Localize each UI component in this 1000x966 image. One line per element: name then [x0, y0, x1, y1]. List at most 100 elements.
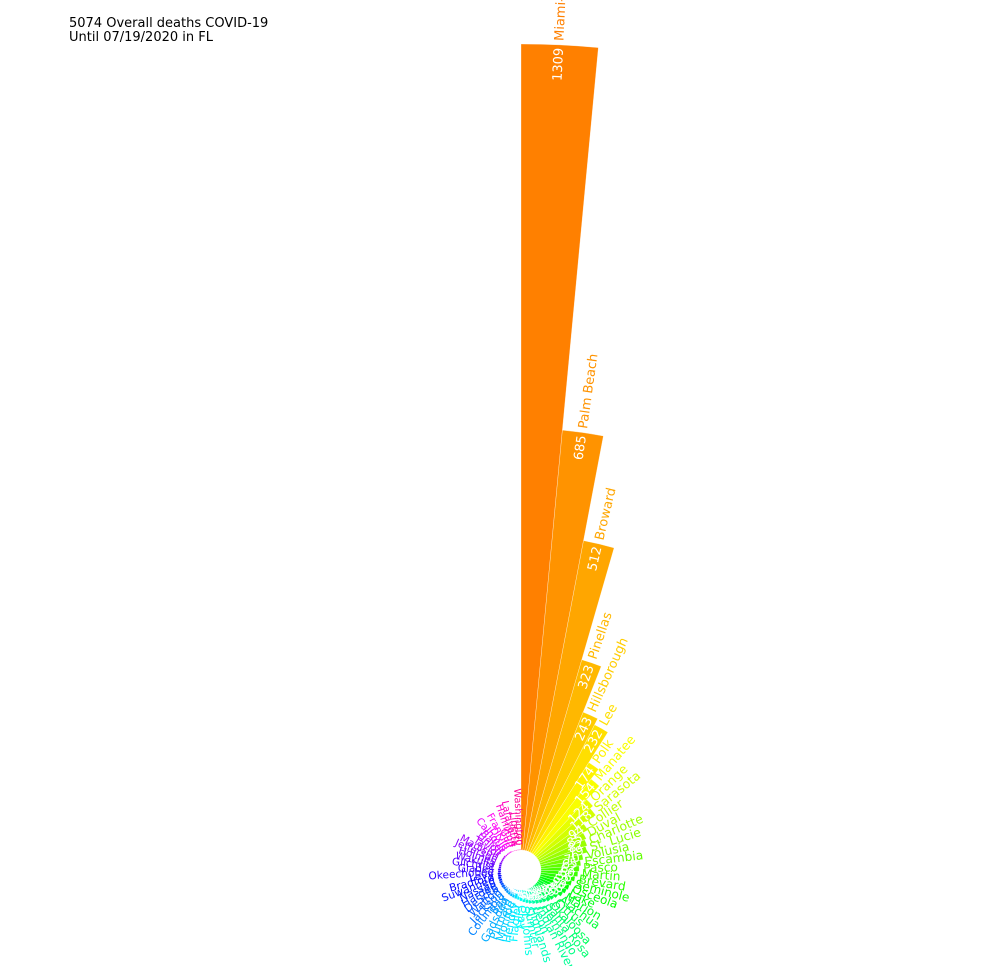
bar-clay	[519, 889, 523, 902]
value-label-gadsden: 12	[504, 876, 522, 894]
bar-levy	[497, 872, 502, 876]
bar-lake	[538, 877, 567, 894]
bar-marion	[537, 879, 564, 897]
category-label-liberty: Liberty	[507, 811, 523, 846]
category-label-st-johns: St. Johns	[518, 905, 537, 956]
value-label-marion: 45	[543, 879, 563, 899]
bar-franklin	[509, 850, 513, 854]
value-label-pasco: 62	[560, 861, 576, 875]
bar-sumter	[523, 889, 529, 904]
value-label-seminole: 52	[552, 871, 570, 888]
value-label-broward: 512	[585, 545, 605, 572]
category-label-glades: Glades	[458, 863, 494, 876]
category-label-pasco: Pasco	[583, 860, 618, 875]
value-label-martin: 60	[559, 865, 575, 880]
bar-alachua	[536, 880, 559, 899]
bar-monroe	[511, 888, 517, 899]
value-label-hernando: 30	[527, 883, 547, 903]
bar-citrus	[535, 882, 555, 901]
bar-orange	[534, 799, 594, 857]
category-label-martin: Martin	[581, 867, 621, 884]
bar-walton	[500, 882, 507, 889]
bar-manatee	[532, 778, 600, 856]
value-label-suwannee: 7	[499, 868, 510, 883]
value-label-duval: 85	[564, 830, 585, 851]
bar-pinellas	[526, 659, 602, 852]
value-label-bay: 11	[502, 874, 520, 893]
bar-leon	[527, 888, 536, 905]
value-label-lake: 48	[546, 877, 566, 896]
value-label-collier: 94	[565, 821, 587, 842]
category-label-palm-beach: Palm Beach	[576, 353, 601, 430]
bar-hernando	[530, 886, 544, 904]
value-label-hendry: 15	[509, 880, 524, 897]
bar-lee	[529, 724, 609, 854]
bar-pasco	[540, 865, 580, 872]
value-label-sumter: 22	[518, 884, 534, 901]
bar-brevard	[540, 872, 576, 882]
category-label-miami-dade: Miami-Dade	[552, 0, 571, 41]
value-label-miami-dade: 1309	[551, 48, 568, 82]
bar-hendry	[514, 889, 519, 900]
chart-title: 5074 Overall deaths COVID-19	[69, 16, 269, 31]
category-label-flagler: Flagler	[507, 903, 524, 943]
bar-indian-river	[528, 887, 540, 905]
bar-volusia	[540, 853, 584, 867]
value-label-escambia: 65	[561, 856, 578, 872]
bar-charlotte	[538, 839, 588, 864]
value-label-union: 3	[503, 854, 515, 867]
bar-hillsborough	[528, 711, 598, 853]
value-label-washington: 1	[514, 852, 525, 859]
bar-highlands	[525, 888, 533, 905]
value-label-dixie: 2	[506, 852, 519, 864]
bar-suwannee	[497, 875, 503, 880]
category-label-gilchrist: Gilchrist	[451, 856, 495, 873]
bar-palm-beach	[522, 429, 604, 851]
value-label-nassau: 7	[499, 870, 511, 885]
value-label-wakulla: 4	[501, 860, 510, 873]
value-label-levy: 6	[500, 866, 509, 879]
category-label-escambia: Escambia	[584, 848, 644, 869]
bar-polk	[531, 762, 599, 855]
bar-liberty	[516, 849, 520, 851]
bar-glades	[497, 868, 502, 871]
bar-collier	[536, 823, 589, 860]
bar-osceola	[539, 875, 570, 890]
bar-gadsden	[507, 887, 514, 896]
value-label-holmes: 4	[501, 858, 511, 871]
value-label-madison: 3	[502, 856, 513, 870]
bar-martin	[540, 870, 579, 877]
category-label-washington: Washington	[511, 788, 525, 845]
value-label-franklin: 2	[507, 852, 520, 863]
bar-columbia	[503, 885, 510, 892]
bar-okaloosa	[533, 883, 551, 902]
value-label-lafayette: 1	[511, 852, 523, 861]
value-label-hamilton: 1	[510, 852, 522, 861]
value-label-clay: 18	[515, 884, 529, 898]
value-label-gulf: 1	[508, 852, 521, 862]
value-label-palm-beach: 685	[572, 435, 590, 462]
bar-hardee	[498, 879, 505, 884]
value-label-osceola: 50	[549, 874, 568, 892]
value-label-volusia: 70	[563, 850, 581, 867]
category-label-clay: Clay	[515, 905, 529, 930]
bar-escambia	[540, 860, 582, 869]
bar-broward	[524, 540, 615, 851]
bar-sarasota	[535, 808, 596, 859]
value-label-charlotte: 82	[565, 836, 585, 856]
bar-duval	[537, 832, 587, 862]
category-label-okeechobee: Okeechobee	[428, 866, 494, 883]
value-label-jefferson: 3	[501, 857, 512, 871]
value-label-highlands: 24	[520, 884, 538, 902]
category-label-broward: Broward	[593, 486, 620, 541]
value-label-brevard: 56	[556, 868, 573, 884]
chart-subtitle: Until 07/19/2020 in FL	[69, 30, 213, 45]
value-label-leon: 26	[522, 884, 540, 903]
value-label-st-johns: 20	[516, 884, 531, 900]
bar-flagler	[516, 889, 521, 900]
bar-st-johns	[521, 889, 526, 903]
bar-putnam	[509, 888, 515, 897]
value-label-taylor: 3	[502, 855, 513, 868]
value-label-st-lucie: 79	[566, 843, 585, 861]
